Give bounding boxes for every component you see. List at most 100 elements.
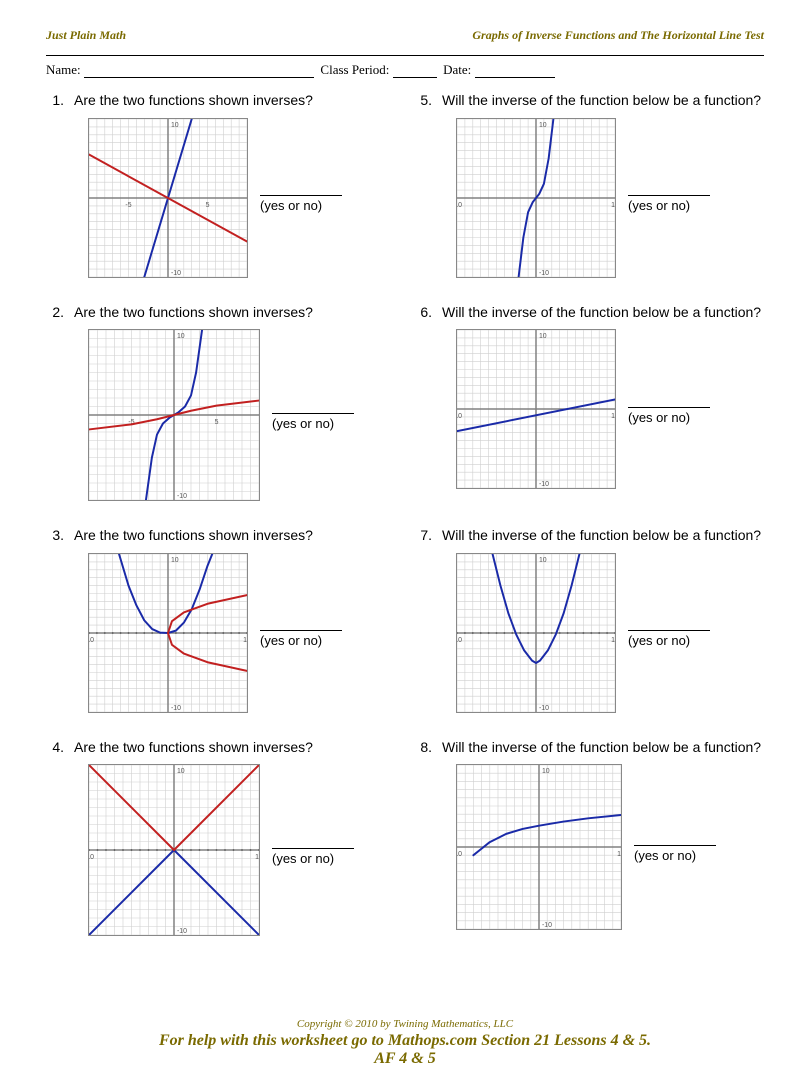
graph: 10 -10 -10 10 <box>456 553 616 713</box>
answer-blank[interactable] <box>628 617 710 631</box>
answer-hint: (yes or no) <box>628 633 690 648</box>
question-text: Will the inverse of the function below b… <box>442 739 764 757</box>
graph: 10 -10 -10 10 <box>88 764 260 936</box>
af-line: AF 4 & 5 <box>0 1050 810 1068</box>
svg-text:10: 10 <box>611 636 616 643</box>
question-text: Are the two functions shown inverses? <box>74 92 396 110</box>
graph: 10 -10 -10 10 <box>456 764 622 930</box>
answer-hint: (yes or no) <box>628 198 690 213</box>
svg-text:10: 10 <box>542 768 550 775</box>
svg-text:10: 10 <box>611 413 616 420</box>
problem: 8. Will the inverse of the function below… <box>414 739 764 937</box>
question-number: 4. <box>46 739 64 757</box>
question-number: 1. <box>46 92 64 110</box>
svg-text:-10: -10 <box>456 413 462 420</box>
answer-slot: (yes or no) <box>260 182 342 213</box>
answer-slot: (yes or no) <box>628 394 710 425</box>
question-number: 8. <box>414 739 432 757</box>
svg-text:-10: -10 <box>177 928 187 935</box>
svg-text:10: 10 <box>243 636 248 643</box>
svg-text:-10: -10 <box>456 636 462 643</box>
graph: 10 -10 -5 5 <box>88 118 248 278</box>
svg-text:10: 10 <box>611 201 616 208</box>
problem: 1. Are the two functions shown inverses? 1… <box>46 92 396 278</box>
question-text: Will the inverse of the function below b… <box>442 92 764 110</box>
answer-slot: (yes or no) <box>260 617 342 648</box>
svg-text:10: 10 <box>539 333 547 340</box>
name-label: Name: <box>46 62 81 77</box>
question-number: 2. <box>46 304 64 322</box>
help-line: For help with this worksheet go to Matho… <box>0 1032 810 1050</box>
svg-text:10: 10 <box>539 121 547 128</box>
answer-hint: (yes or no) <box>272 851 334 866</box>
period-label: Class Period: <box>320 62 389 77</box>
svg-text:10: 10 <box>177 333 185 340</box>
svg-text:-10: -10 <box>177 493 187 500</box>
question-text: Are the two functions shown inverses? <box>74 304 396 322</box>
copyright: Copyright © 2010 by Twining Mathematics,… <box>0 1018 810 1030</box>
date-blank[interactable] <box>475 64 555 78</box>
answer-blank[interactable] <box>628 182 710 196</box>
answer-blank[interactable] <box>272 400 354 414</box>
graph: 10 -10 -10 10 <box>456 329 616 489</box>
question-text: Are the two functions shown inverses? <box>74 527 396 545</box>
period-blank[interactable] <box>393 64 437 78</box>
svg-text:10: 10 <box>255 854 260 861</box>
answer-slot: (yes or no) <box>634 832 716 863</box>
answer-slot: (yes or no) <box>628 182 710 213</box>
question-number: 6. <box>414 304 432 322</box>
svg-text:5: 5 <box>206 201 210 208</box>
name-blank[interactable] <box>84 64 314 78</box>
graph: 10 -10 -10 10 <box>456 118 616 278</box>
answer-hint: (yes or no) <box>628 410 690 425</box>
meta-row: Name: Class Period: Date: <box>46 62 764 78</box>
svg-text:-10: -10 <box>456 201 462 208</box>
header-rule <box>46 55 764 56</box>
svg-text:10: 10 <box>171 556 179 563</box>
svg-text:-10: -10 <box>171 705 181 712</box>
brand: Just Plain Math <box>46 28 126 43</box>
graph: 10 -10 -10 10 <box>88 553 248 713</box>
question-text: Will the inverse of the function below b… <box>442 527 764 545</box>
footer: Copyright © 2010 by Twining Mathematics,… <box>0 1018 810 1068</box>
svg-text:-10: -10 <box>171 270 181 277</box>
problem: 2. Are the two functions shown inverses? 1… <box>46 304 396 502</box>
answer-blank[interactable] <box>634 832 716 846</box>
question-text: Are the two functions shown inverses? <box>74 739 396 757</box>
doc-title: Graphs of Inverse Functions and The Hori… <box>472 28 764 43</box>
svg-text:-10: -10 <box>88 854 94 861</box>
question-text: Will the inverse of the function below b… <box>442 304 764 322</box>
svg-text:-10: -10 <box>88 636 94 643</box>
problem: 5. Will the inverse of the function below… <box>414 92 764 278</box>
problem-grid: 1. Are the two functions shown inverses? 1… <box>46 92 764 936</box>
answer-hint: (yes or no) <box>260 198 322 213</box>
problem: 6. Will the inverse of the function below… <box>414 304 764 502</box>
svg-text:-10: -10 <box>456 851 462 858</box>
svg-text:-5: -5 <box>125 201 131 208</box>
answer-hint: (yes or no) <box>634 848 696 863</box>
answer-blank[interactable] <box>260 617 342 631</box>
answer-blank[interactable] <box>628 394 710 408</box>
svg-text:-10: -10 <box>539 270 549 277</box>
answer-hint: (yes or no) <box>260 633 322 648</box>
answer-slot: (yes or no) <box>272 400 354 431</box>
question-number: 7. <box>414 527 432 545</box>
svg-text:10: 10 <box>171 121 179 128</box>
svg-text:-10: -10 <box>539 705 549 712</box>
answer-blank[interactable] <box>260 182 342 196</box>
svg-text:5: 5 <box>215 419 219 426</box>
graph: 10-10-55 <box>88 329 260 501</box>
problem: 4. Are the two functions shown inverses? 1… <box>46 739 396 937</box>
date-label: Date: <box>443 62 471 77</box>
svg-text:10: 10 <box>617 851 622 858</box>
problem: 7. Will the inverse of the function below… <box>414 527 764 713</box>
svg-text:-10: -10 <box>539 481 549 488</box>
answer-blank[interactable] <box>272 835 354 849</box>
answer-hint: (yes or no) <box>272 416 334 431</box>
svg-text:10: 10 <box>177 768 185 775</box>
svg-text:-10: -10 <box>542 922 552 929</box>
question-number: 5. <box>414 92 432 110</box>
question-number: 3. <box>46 527 64 545</box>
svg-text:10: 10 <box>539 556 547 563</box>
problem: 3. Are the two functions shown inverses? 1… <box>46 527 396 713</box>
